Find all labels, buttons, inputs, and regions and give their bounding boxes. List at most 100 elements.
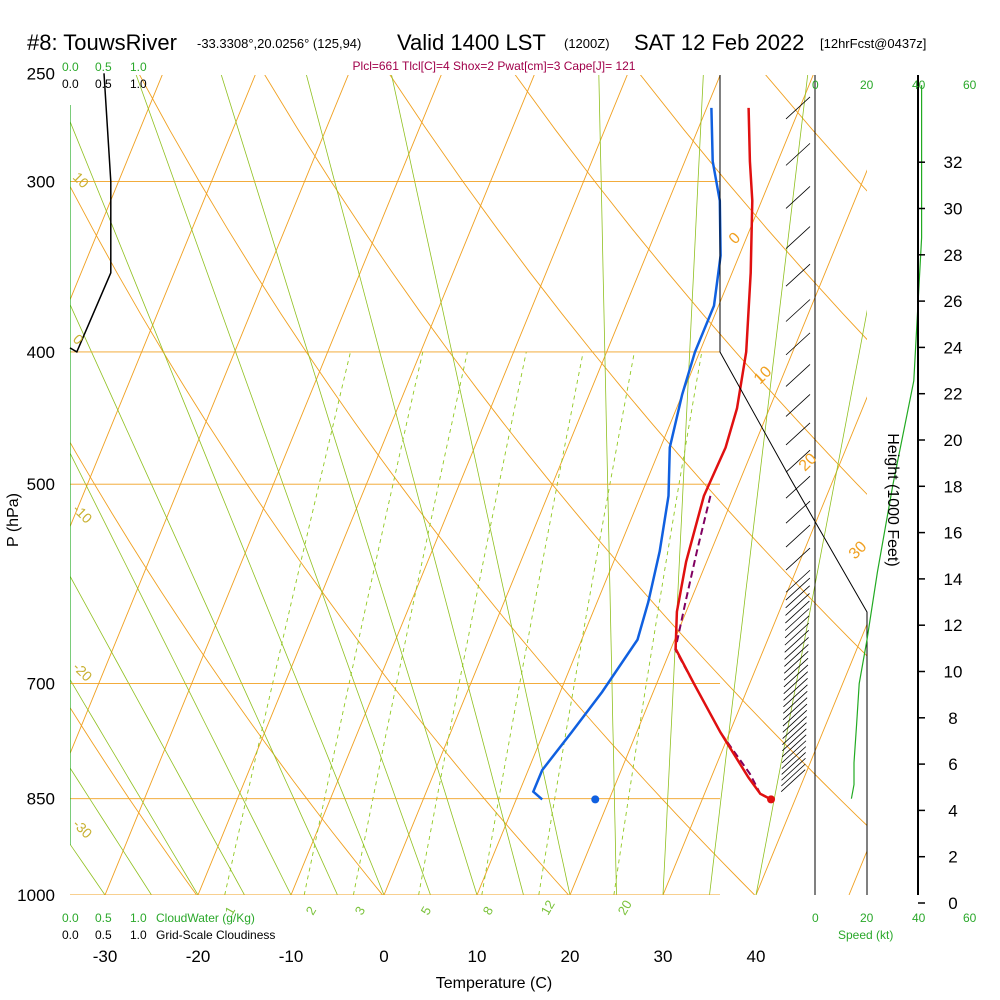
wind-barb <box>781 757 806 781</box>
height-tick-label: 20 <box>944 431 963 450</box>
dry-adiabat-line <box>389 75 867 657</box>
isotherm-line <box>70 75 163 302</box>
pressure-tick-label: 1000 <box>17 886 55 905</box>
wind-barb <box>785 577 811 601</box>
cloud-scale-top-0: 0.0 <box>62 60 79 74</box>
wind-barb <box>782 728 807 752</box>
height-tick-label: 26 <box>944 292 963 311</box>
cloudiness-line <box>69 73 112 353</box>
dry-adiabat-line <box>514 75 867 495</box>
wind-barb <box>781 746 807 769</box>
wind-barb <box>785 547 811 571</box>
station-coords: -33.3308°,20.0256° (125,94) <box>197 36 361 51</box>
wind-barb <box>785 394 811 417</box>
speed-scale-top: 0 20 40 60 <box>812 78 977 92</box>
isotherm-line <box>569 169 867 895</box>
temperature-axis: -30 -20 -10 0 10 20 30 40 <box>93 947 766 966</box>
moist-adiabat-line <box>220 75 478 895</box>
wind-barb <box>785 569 811 593</box>
temperature-tick-label: 40 <box>747 947 766 966</box>
height-tick-label: 14 <box>944 570 963 589</box>
surface-markers <box>591 795 776 804</box>
wind-barb <box>784 615 810 639</box>
valid-date: SAT 12 Feb 2022 <box>634 30 804 55</box>
height-tick-label: 2 <box>948 848 957 867</box>
wind-barb <box>785 585 810 609</box>
speed-bottom-0: 0 <box>812 911 819 925</box>
mixing-ratio-label: 5 <box>418 904 435 918</box>
moist-adiabat-line <box>391 75 571 895</box>
cloud-scale-top-b0: 0.0 <box>62 77 79 91</box>
isotherm-line <box>848 849 867 895</box>
dry-adiabat-line <box>264 75 867 827</box>
wind-barb <box>785 449 811 473</box>
pressure-tick-label: 250 <box>27 64 55 83</box>
temperature-axis-label: Temperature (C) <box>436 975 552 992</box>
height-axis-label: Height (1000 Feet) <box>884 433 901 566</box>
height-tick-label: 18 <box>944 477 963 496</box>
wind-barb <box>784 630 809 653</box>
dry-adiabat-line <box>70 441 383 895</box>
wind-barb <box>784 644 809 667</box>
moist-adiabat-line <box>306 75 524 895</box>
wind-barb <box>785 332 811 356</box>
temperature-tick-label: 10 <box>468 947 487 966</box>
dry-adiabat-line <box>70 185 569 895</box>
wind-speed-line <box>850 85 923 799</box>
cloudiness-scale-2: 1.0 <box>130 928 147 942</box>
wind-barb <box>782 710 808 733</box>
wind-barb <box>784 622 810 646</box>
pressure-tick-label: 700 <box>27 675 55 694</box>
mixing-ratio-label: 20 <box>615 897 635 917</box>
wind-barb <box>783 657 809 681</box>
mixing-ratio-label: 12 <box>538 897 558 917</box>
temperature-tick-label: 0 <box>379 947 388 966</box>
height-tick-label: 6 <box>948 755 957 774</box>
temperature-tick-label: 30 <box>654 947 673 966</box>
cloud-scale-bottom-2: 1.0 <box>130 911 147 925</box>
plot-frame <box>70 75 867 895</box>
pressure-axis-label: P (hPa) <box>5 493 22 547</box>
speed-top-20: 20 <box>860 78 874 92</box>
height-tick-label: 10 <box>944 663 963 682</box>
wind-barb <box>781 734 807 758</box>
forecast-info: [12hrFcst@0437z] <box>820 36 926 51</box>
dry-adiabat-line <box>139 75 755 895</box>
height-tick-label: 12 <box>944 616 963 635</box>
cloudiness-label: Grid-Scale Cloudiness <box>156 928 275 942</box>
pressure-tick-label: 850 <box>27 790 55 809</box>
temperature-tick-label: -10 <box>279 947 304 966</box>
wind-barb <box>784 637 809 660</box>
speed-scale-bottom: 0 20 40 60 Speed (kt) <box>812 911 977 942</box>
cloud-scale-top: 0.0 0.5 1.0 0.0 0.5 1.0 <box>62 60 147 91</box>
height-tick-label: 0 <box>948 894 957 913</box>
height-tick-label: 22 <box>944 385 963 404</box>
speed-bottom-40: 40 <box>912 911 926 925</box>
background-lines <box>70 75 867 895</box>
moist-adiabat-line <box>70 120 385 895</box>
wind-barb <box>785 263 811 287</box>
dry-adiabat-line <box>70 706 197 895</box>
speed-top-0: 0 <box>812 78 819 92</box>
temperature-tick-label: 20 <box>561 947 580 966</box>
height-tick-label: 16 <box>944 524 963 543</box>
moist-adiabat-line <box>70 452 292 895</box>
valid-time: Valid 1400 LST <box>397 30 546 55</box>
cloud-scale-top-b1: 0.5 <box>95 77 112 91</box>
speed-bottom-60: 60 <box>963 911 977 925</box>
height-tick-label: 4 <box>948 801 957 820</box>
speed-top-40: 40 <box>912 78 926 92</box>
cloud-scale-top-1: 0.5 <box>95 60 112 74</box>
height-tick-label: 28 <box>944 246 963 265</box>
mixing-ratio-label: 3 <box>352 904 369 918</box>
wind-barb <box>780 769 806 792</box>
wind-barb <box>782 722 807 745</box>
wind-barb <box>782 703 808 727</box>
wind-barb <box>783 684 808 708</box>
moist-adiabat-line <box>598 75 617 895</box>
temperature-line <box>674 107 772 801</box>
wind-barb <box>783 678 808 701</box>
speed-bottom-20: 20 <box>860 911 874 925</box>
